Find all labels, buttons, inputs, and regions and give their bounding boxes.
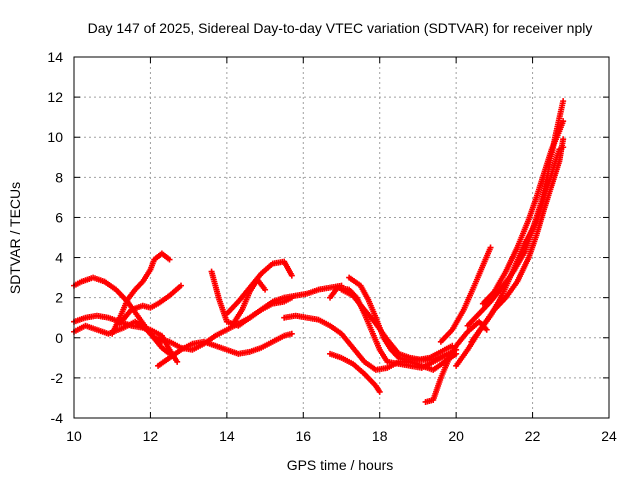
data-series: [71, 274, 173, 357]
x-tick-label: 24: [601, 428, 617, 444]
data-point: [178, 282, 184, 289]
data-series: [223, 258, 295, 317]
data-series: [231, 276, 269, 325]
data-point: [483, 326, 490, 333]
data-series: [346, 274, 456, 363]
data-point: [262, 286, 269, 293]
y-tick-label: 4: [55, 250, 63, 266]
data-point: [376, 388, 383, 395]
data-point: [560, 118, 567, 125]
y-tick-label: -4: [51, 410, 64, 426]
data-series: [464, 98, 567, 329]
data-series: [208, 268, 345, 329]
y-tick-label: -2: [51, 370, 64, 386]
y-tick-label: 14: [47, 49, 63, 65]
data-series: [468, 136, 567, 345]
data-point: [288, 330, 295, 337]
y-tick-label: 8: [55, 169, 63, 185]
y-tick-label: 10: [47, 129, 63, 145]
data-series: [422, 318, 490, 405]
y-tick-label: 2: [55, 290, 63, 306]
y-axis-label: SDTVAR / TECUs: [7, 182, 23, 294]
y-tick-label: 6: [55, 209, 63, 225]
data-point: [487, 244, 494, 251]
x-tick-label: 22: [525, 428, 541, 444]
data-point: [174, 358, 181, 365]
plot-frame: [73, 56, 610, 419]
data-series: [116, 282, 184, 327]
data-point: [288, 272, 295, 279]
data-point: [560, 98, 567, 105]
x-tick-label: 20: [448, 428, 464, 444]
x-tick-label: 10: [66, 428, 82, 444]
y-tick-label: 12: [47, 89, 63, 105]
x-tick-label: 16: [295, 428, 311, 444]
data-series: [327, 350, 383, 395]
x-tick-label: 12: [143, 428, 159, 444]
x-tick-label: 14: [219, 428, 235, 444]
chart-title: Day 147 of 2025, Sidereal Day-to-day VTE…: [88, 20, 593, 36]
data-point: [560, 136, 567, 143]
data-points: [71, 98, 567, 405]
data-point: [166, 256, 173, 263]
data-series: [155, 330, 295, 369]
data-series: [437, 244, 494, 345]
y-tick-label: 0: [55, 330, 63, 346]
x-tick-label: 18: [372, 428, 388, 444]
x-axis-label: GPS time / hours: [287, 457, 394, 473]
data-series: [109, 250, 173, 337]
data-series: [479, 118, 567, 307]
